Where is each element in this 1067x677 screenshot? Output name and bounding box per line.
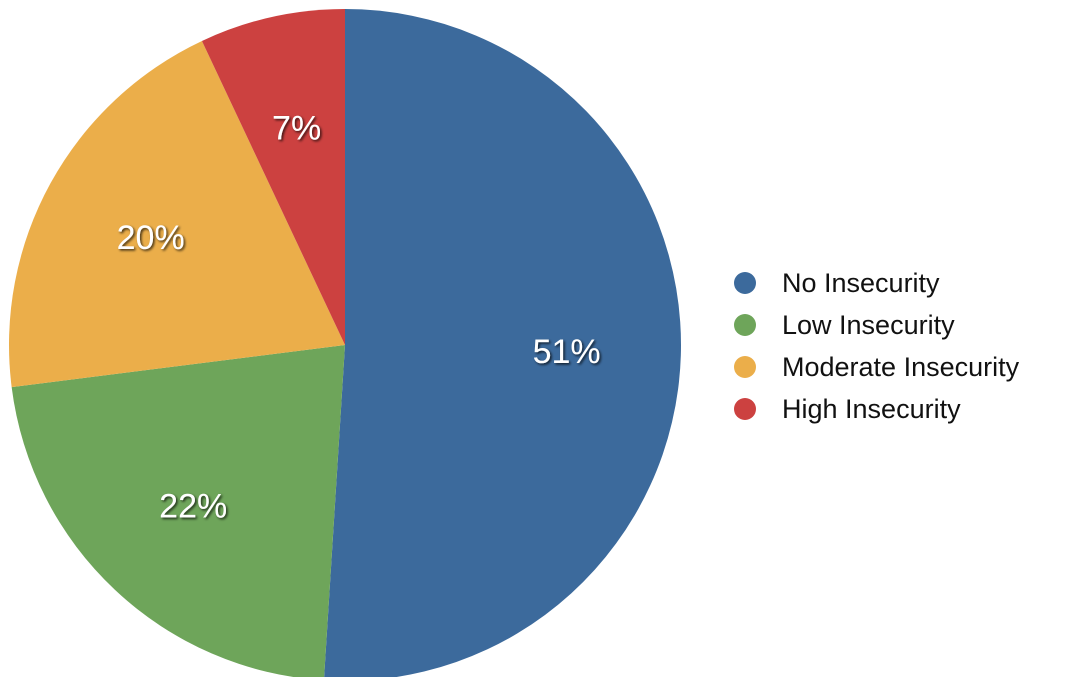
legend-entry-high-insecurity: High Insecurity (782, 394, 961, 424)
legend-marker-no-insecurity (734, 272, 756, 294)
legend-entry-moderate-insecurity: Moderate Insecurity (782, 352, 1020, 382)
legend: No Insecurity Low Insecurity Moderate Inse… (734, 268, 1020, 424)
data-label-high-insecurity: 7% (272, 110, 321, 148)
data-label-low-insecurity: 22% (159, 488, 227, 526)
legend-marker-low-insecurity (734, 314, 756, 336)
legend-marker-moderate-insecurity (734, 356, 756, 378)
legend-marker-high-insecurity (734, 398, 756, 420)
legend-entry-low-insecurity: Low Insecurity (782, 310, 955, 340)
pie-slice-no-insecurity (324, 9, 681, 677)
legend-entry-no-insecurity: No Insecurity (782, 268, 940, 298)
data-label-no-insecurity: 51% (533, 333, 601, 371)
data-label-moderate-insecurity: 20% (117, 219, 185, 257)
